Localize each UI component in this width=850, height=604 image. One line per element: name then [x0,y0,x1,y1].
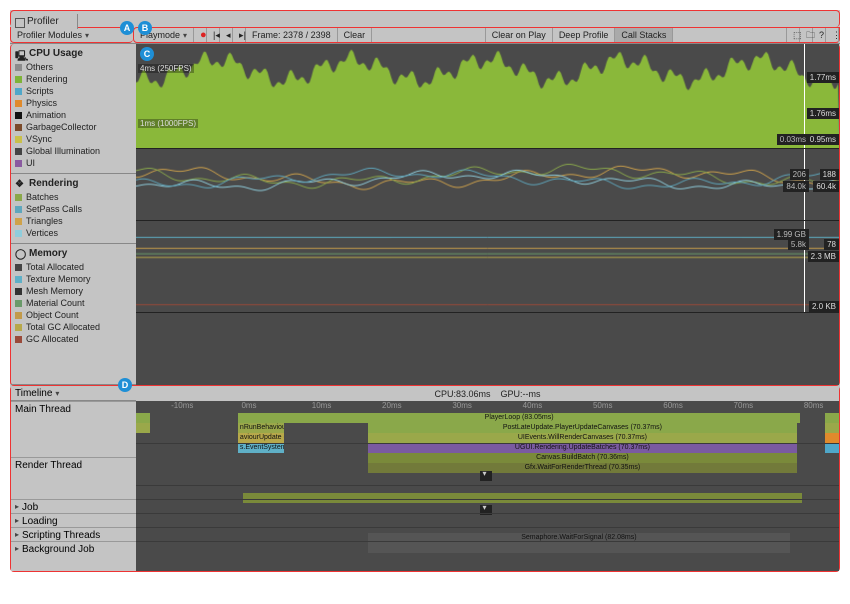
value-tag: 2.0 KB [809,301,839,312]
module-cpu-usage[interactable]: 🖳CPU UsageOthersRenderingScriptsPhysicsA… [11,44,136,174]
ruler-tick: -10ms [171,401,193,410]
value-tag: 5.8k [788,239,809,250]
frame-counter: Frame: 2378 / 2398 [246,28,338,42]
timeline-bar[interactable]: PostLateUpdate.PlayerUpdateCanvases (70.… [368,423,797,433]
value-tag: 0.03ms [777,134,809,145]
gpu-stat: GPU:--ms [501,389,541,399]
timeline-row-render-thread[interactable]: Render Thread [11,457,136,499]
badge-d: D [118,378,132,392]
legend-item: Vertices [15,227,132,239]
legend-item: Object Count [15,309,132,321]
profiler-main: 🖳CPU UsageOthersRenderingScriptsPhysicsA… [10,44,840,386]
legend-item: Global Illumination [15,145,132,157]
timeline-bar[interactable]: Gfx.WaitForRenderThread (70.35ms) [368,463,797,473]
tab-bar: Profiler [10,10,840,27]
timeline-bar[interactable]: Canvas.BuildBatch (70.36ms) [368,453,797,463]
badge-a: A [120,21,134,35]
frame-first-button[interactable]: |◂ [207,28,220,42]
deep-profile-button[interactable]: Deep Profile [553,28,616,42]
value-tag: 60.4k [813,181,839,192]
ruler-tick: 10ms [312,401,332,410]
module-memory[interactable]: ◯MemoryTotal AllocatedTexture MemoryMesh… [11,244,136,385]
badge-c: C [140,47,154,61]
timeline-row-loading[interactable]: Loading [11,513,136,527]
cpu-stat: CPU:83.06ms [434,389,490,399]
timeline-view-dropdown[interactable]: Timeline [11,386,136,401]
legend-item: Material Count [15,297,132,309]
legend-item: Batches [15,191,132,203]
ruler-tick: 40ms [523,401,543,410]
legend-item: Triangles [15,215,132,227]
value-tag: 78 [824,239,839,250]
badge-b: B [138,21,152,35]
frame-next-button[interactable]: ▸| [233,28,246,42]
module-sidebar: 🖳CPU UsageOthersRenderingScriptsPhysicsA… [11,44,136,385]
call-stacks-button[interactable]: Call Stacks [615,28,673,42]
collapse-toggle-icon[interactable] [480,471,492,481]
legend-item: Texture Memory [15,273,132,285]
value-tag: 0.95ms [807,134,839,145]
legend-item: Scripts [15,85,132,97]
value-tag: 2.3 MB [808,251,839,262]
ruler-tick: 80ms [804,401,824,410]
timeline-bar[interactable]: s.EventSystems::Ev [238,443,284,453]
help-icon[interactable]: ? [813,28,826,42]
timeline-bar[interactable]: UGUI.Rendering.UpdateBatches (70.37ms) [368,443,797,453]
charts-area[interactable]: 4ms (250FPS) 1ms (1000FPS) 1.77ms 1.76ms 0.9… [136,44,839,385]
module-rendering[interactable]: ❖RenderingBatchesSetPass CallsTrianglesV… [11,174,136,244]
profiler-window: Profiler Profiler Modules Playmode ● |◂ … [10,10,840,555]
timeline-bar[interactable] [243,493,802,503]
legend-item: Rendering [15,73,132,85]
ruler-tick: 70ms [734,401,754,410]
timeline-row-scripting-threads[interactable]: Scripting Threads [11,527,136,541]
value-tag: 84.0k [783,181,809,192]
record-button[interactable]: ● [194,28,207,42]
axis-label: 1ms (1000FPS) [138,119,198,128]
value-tag: 206 [790,169,809,180]
timeline-row-job[interactable]: Job [11,499,136,513]
legend-item: Total GC Allocated [15,321,132,333]
ruler-tick: 30ms [452,401,472,410]
clear-on-play-button[interactable]: Clear on Play [486,28,553,42]
profiler-modules-dropdown[interactable]: Profiler Modules [10,27,133,43]
legend-item: GarbageCollector [15,121,132,133]
legend-item: UI [15,157,132,169]
value-tag: 1.76ms [807,108,839,119]
timeline-ruler: -10ms 0ms 10ms 20ms 30ms 40ms 50ms 60ms 70ms 80ms [136,401,839,413]
value-tag: 1.77ms [807,72,839,83]
timeline-bar[interactable] [368,543,790,553]
timeline-panel: Timeline Main ThreadRender ThreadJobLoad… [10,386,840,572]
timeline-stats: CPU:83.06ms GPU:--ms [136,386,839,401]
legend-item: Animation [15,109,132,121]
save-icon[interactable]: ⬚ [787,28,800,42]
ruler-tick: 50ms [593,401,613,410]
timeline-bar[interactable]: nRunBehaviourUpd. [238,423,284,433]
legend-item: SetPass Calls [15,203,132,215]
timeline-row-main-thread[interactable]: Main Thread [11,401,136,457]
timeline-bar[interactable]: UIEvents.WillRenderCanvases (70.37ms) [368,433,797,443]
context-menu-icon[interactable]: ⋮ [826,28,839,42]
timeline-sidebar: Timeline Main ThreadRender ThreadJobLoad… [11,386,136,571]
timeline-tracks[interactable]: CPU:83.06ms GPU:--ms -10ms 0ms 10ms 20ms 30m… [136,386,839,571]
legend-item: Others [15,61,132,73]
axis-label: 4ms (250FPS) [138,64,194,73]
legend-item: VSync [15,133,132,145]
timeline-bar[interactable]: PlayerLoop (83.05ms) [238,413,800,423]
legend-item: Total Allocated [15,261,132,273]
timeline-bar[interactable]: aviourUpdate (8.44 [238,433,284,443]
legend-item: GC Allocated [15,333,132,345]
legend-item: Physics [15,97,132,109]
frame-prev-button[interactable]: ◂ [220,28,233,42]
ruler-tick: 0ms [241,401,256,410]
load-icon[interactable]: 🗀 [800,28,813,42]
ruler-tick: 20ms [382,401,402,410]
value-tag: 188 [820,169,839,180]
clear-button[interactable]: Clear [338,28,373,42]
legend-item: Mesh Memory [15,285,132,297]
toolbar: Profiler Modules Playmode ● |◂ ◂ ▸| Fram… [10,27,840,44]
timeline-row-background-job[interactable]: Background Job [11,541,136,555]
tab-profiler[interactable]: Profiler [11,14,78,29]
ruler-tick: 60ms [663,401,683,410]
